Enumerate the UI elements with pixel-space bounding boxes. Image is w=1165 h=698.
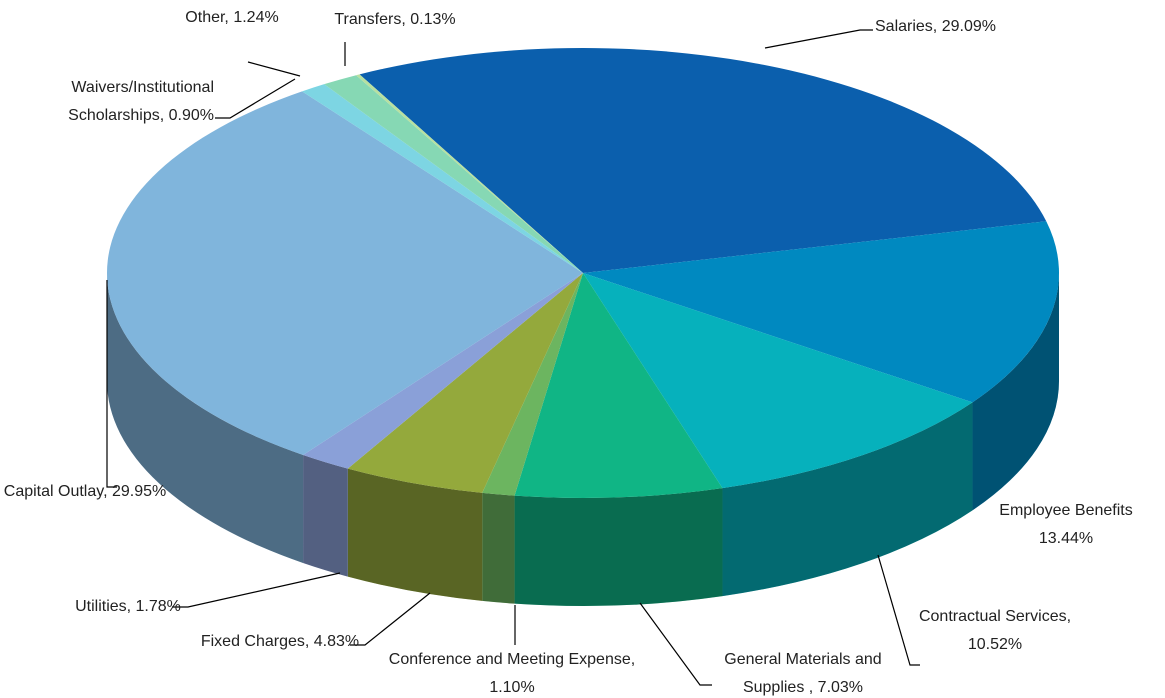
slice-label: Utilities, 1.78% xyxy=(75,598,181,615)
leader-line xyxy=(764,29,873,49)
slice xyxy=(303,273,583,469)
leader-line xyxy=(350,592,431,646)
slice xyxy=(583,221,1059,403)
slice-side xyxy=(482,492,515,604)
slice xyxy=(324,75,583,273)
leader-lines xyxy=(106,29,920,686)
side-shade xyxy=(107,273,304,563)
slice xyxy=(514,273,723,498)
slice-label: Transfers, 0.13% xyxy=(334,11,456,28)
pie-tops xyxy=(106,47,1059,498)
slice-label: Capital Outlay, 29.95% xyxy=(3,483,167,500)
side-shade xyxy=(482,492,515,604)
slice-label: Other, 1.24% xyxy=(185,9,279,26)
slice-label: Employee Benefits 13.44% xyxy=(999,502,1133,547)
slice xyxy=(347,273,583,493)
slice xyxy=(482,273,583,496)
side-shade xyxy=(347,468,483,601)
side-shade xyxy=(303,454,348,577)
side-shade xyxy=(514,488,723,606)
leader-line xyxy=(106,280,117,488)
leader-line xyxy=(172,572,341,608)
slice xyxy=(583,273,973,489)
side-shade xyxy=(722,402,973,597)
leader-line xyxy=(215,78,296,119)
leader-line xyxy=(639,602,712,686)
slice-label: Salaries, 29.09% xyxy=(875,18,996,35)
slice-label: Waivers/Institutional Scholarships, 0.90… xyxy=(68,79,214,124)
slice xyxy=(359,47,1047,274)
pie-sides xyxy=(107,273,1059,606)
slice-label: Contractual Services, 10.52% xyxy=(918,608,1072,653)
slice-label: Conference and Meeting Expense, 1.10% xyxy=(388,651,636,696)
leader-line xyxy=(247,61,301,77)
slice-side xyxy=(972,273,1059,511)
slice-side xyxy=(107,273,304,563)
slice-label: Fixed Charges, 4.83% xyxy=(200,633,360,650)
slice xyxy=(356,74,583,273)
leader-line xyxy=(877,554,920,666)
slice-side xyxy=(303,454,348,577)
slice-side xyxy=(347,468,483,601)
slice-side xyxy=(722,402,973,597)
slice-side xyxy=(514,488,723,606)
side-shade xyxy=(972,273,1059,511)
slice-label: General Materials and Supplies , 7.03% xyxy=(724,651,882,696)
slice xyxy=(302,84,583,273)
slice xyxy=(106,91,584,455)
